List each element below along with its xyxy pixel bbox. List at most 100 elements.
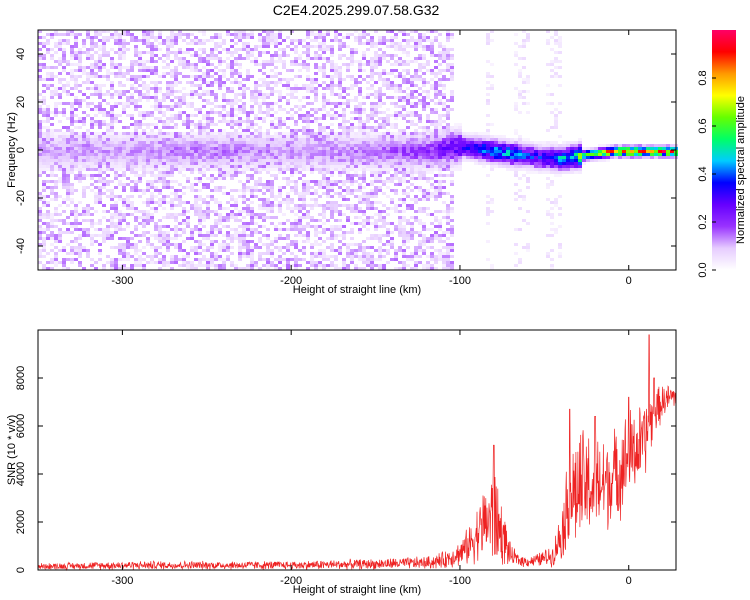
spectrogram-cell [294,171,298,174]
spectrogram-cell [210,243,214,246]
spectrogram-cell [338,147,342,150]
spectrogram-cell [54,30,58,33]
spectrogram-cell [362,252,366,255]
spectrogram-cell [98,150,102,153]
spectrogram-cell [198,30,202,33]
spectrogram-cell [366,192,370,195]
spectrogram-cell [46,84,50,87]
spectrogram-cell [322,207,326,210]
spectrogram-cell [98,66,102,69]
spectrogram-cell [142,165,146,168]
spectrogram-cell [322,180,326,183]
spectrogram-cell [118,84,122,87]
spectrogram-cell [414,252,418,255]
spectrogram-cell [390,162,394,165]
spectrogram-cell [150,45,154,48]
spectrogram-cell [126,237,130,240]
spectrogram-cell [318,264,322,267]
spectrogram-cell [322,183,326,186]
spectrogram-cell [294,258,298,261]
spectrogram-cell [98,156,102,159]
spectrogram-cell [162,159,166,162]
spectrogram-cell [78,117,82,120]
spectrogram-cell [70,93,74,96]
spectrogram-cell [82,132,86,135]
spectrogram-cell [262,63,266,66]
spectrogram-cell [70,54,74,57]
spectrogram-cell [138,177,142,180]
spectrogram-cell [414,171,418,174]
spectrogram-cell [330,162,334,165]
spectrogram-cell [182,111,186,114]
spectrogram-cell [266,39,270,42]
spectrogram-cell [70,153,74,156]
spectrogram-cell [266,147,270,150]
spectrogram-cell [178,105,182,108]
spectrogram-cell [306,213,310,216]
spectrogram-cell [130,102,134,105]
spectrogram-cell [66,204,70,207]
spectrogram-cell [378,99,382,102]
spectrogram-cell [366,42,370,45]
spectrogram-cell [310,246,314,249]
spectrogram-cell [62,108,66,111]
spectrogram-cell [138,156,142,159]
spectrogram-cell [370,216,374,219]
spectrogram-cell [102,111,106,114]
spectrogram-cell [274,177,278,180]
spectrogram-cell [278,210,282,213]
spectrogram-cell [322,108,326,111]
spectrogram-cell [230,99,234,102]
spectrogram-cell [174,189,178,192]
spectrogram-cell [166,126,170,129]
spectrogram-cell [150,138,154,141]
spectrogram-cell [218,204,222,207]
spectrogram-cell [106,111,110,114]
spectrogram-cell [242,57,246,60]
spectrogram-cell [338,42,342,45]
spectrogram-cell [110,234,114,237]
spectrogram-cell [170,84,174,87]
spectrogram-cell [330,228,334,231]
spectrogram-cell [106,126,110,129]
spectrogram-cell [66,138,70,141]
spectrogram-cell [334,180,338,183]
spectrogram-cell [230,63,234,66]
spectrogram-cell [194,108,198,111]
spectrogram-cell [222,150,226,153]
spectrogram-cell [374,189,378,192]
spectrogram-cell [282,141,286,144]
spectrogram-cell [54,186,58,189]
spectrogram-cell [382,111,386,114]
spectrogram-cell [202,165,206,168]
spectrogram-cell [342,156,346,159]
spectrogram-cell [106,237,110,240]
spectrogram-cell [62,159,66,162]
spectrogram-cell [134,63,138,66]
spectrogram-cell [218,258,222,261]
spectrogram-cell [378,225,382,228]
spectrogram-cell [342,108,346,111]
spectrogram-cell [42,165,46,168]
spectrogram-cell [358,144,362,147]
spectrogram-cell [138,141,142,144]
spectrogram-cell [378,57,382,60]
spectrogram-cell [330,129,334,132]
spectrogram-cell [422,144,426,147]
spectrogram-cell [134,60,138,63]
spectrogram-cell [242,48,246,51]
spectrogram-cell [202,237,206,240]
spectrogram-cell [42,204,46,207]
spectrogram-cell [142,33,146,36]
spectrogram-cells [38,30,678,270]
spectrogram-cell [74,258,78,261]
spectrogram-cell [154,246,158,249]
spectrogram-cell [314,243,318,246]
spectrogram-cell [310,261,314,264]
spectrogram-cell [326,255,330,258]
spectrogram-cell [146,90,150,93]
spectrogram-cell [422,168,426,171]
spectrogram-cell [422,39,426,42]
spectrogram-cell [42,141,46,144]
spectrogram-cell [342,213,346,216]
